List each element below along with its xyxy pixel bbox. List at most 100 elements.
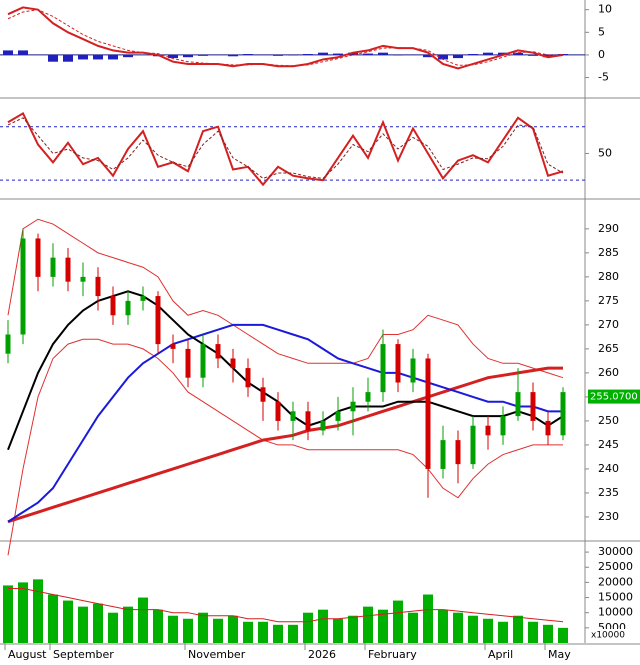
candle-body bbox=[410, 358, 416, 383]
candle-body bbox=[380, 344, 386, 393]
y-tick-label: 250 bbox=[598, 414, 619, 427]
volume-bar bbox=[273, 624, 283, 643]
volume-bar bbox=[93, 603, 103, 643]
candle-body bbox=[140, 296, 146, 301]
volume-bar bbox=[558, 627, 568, 643]
candle-body bbox=[65, 257, 71, 282]
candle-body bbox=[485, 425, 491, 436]
candle-body bbox=[530, 392, 536, 421]
volume-bar bbox=[63, 600, 73, 643]
y-tick-label: 15000 bbox=[598, 591, 633, 604]
histogram-bar bbox=[513, 52, 523, 55]
candle-body bbox=[230, 358, 236, 369]
indicator-line bbox=[7, 117, 564, 179]
volume-bar bbox=[408, 612, 418, 643]
indicator-line bbox=[7, 366, 563, 524]
indicator-line bbox=[7, 218, 564, 379]
histogram-bar bbox=[198, 54, 208, 56]
volume-bar bbox=[318, 609, 328, 643]
y-tick-label: 20000 bbox=[598, 575, 633, 588]
volume-bar bbox=[78, 606, 88, 643]
volume-bar bbox=[498, 621, 508, 643]
volume-bar bbox=[138, 597, 148, 643]
candle-body bbox=[395, 344, 401, 383]
candle-body bbox=[110, 296, 116, 316]
x-tick-label: 2026 bbox=[308, 648, 336, 661]
volume-bar bbox=[333, 618, 343, 643]
x-tick-label: September bbox=[53, 648, 114, 661]
histogram-bar bbox=[453, 54, 463, 59]
volume-bar bbox=[228, 615, 238, 643]
histogram-bar bbox=[63, 54, 73, 62]
candle-body bbox=[50, 257, 56, 277]
volume-bar bbox=[168, 615, 178, 643]
volume-bar bbox=[543, 624, 553, 643]
y-tick-label: 260 bbox=[598, 366, 619, 379]
candle-body bbox=[20, 238, 26, 335]
volume-bar bbox=[213, 618, 223, 643]
indicator-line bbox=[7, 338, 563, 556]
histogram-bar bbox=[528, 54, 538, 56]
histogram-bar bbox=[273, 54, 283, 56]
histogram-bar bbox=[243, 54, 253, 55]
candle-body bbox=[245, 368, 251, 388]
candle-body bbox=[320, 420, 326, 431]
volume-bar bbox=[513, 615, 523, 643]
histogram-bar bbox=[348, 52, 358, 55]
indicator-line bbox=[7, 111, 564, 187]
volume-bar bbox=[423, 594, 433, 643]
candle-body bbox=[440, 440, 446, 469]
x-tick-label: August bbox=[8, 648, 47, 661]
candle-body bbox=[170, 344, 176, 349]
histogram-bar bbox=[228, 54, 238, 57]
volume-bar bbox=[348, 615, 358, 643]
volume-bar bbox=[288, 624, 298, 643]
candle-body bbox=[500, 416, 506, 436]
histogram-bar bbox=[543, 54, 553, 58]
histogram-bar bbox=[318, 52, 328, 55]
volume-bar bbox=[123, 606, 133, 643]
y-tick-label: 25000 bbox=[598, 560, 633, 573]
x-tick-label: May bbox=[548, 648, 571, 661]
y-tick-label: 10 bbox=[598, 3, 612, 16]
candle-body bbox=[155, 296, 161, 345]
histogram-bar bbox=[363, 53, 373, 55]
candle-body bbox=[545, 420, 551, 436]
volume-bar bbox=[48, 594, 58, 643]
y-tick-label: 10000 bbox=[598, 606, 633, 619]
histogram-bar bbox=[18, 50, 28, 55]
y-tick-label: 240 bbox=[598, 462, 619, 475]
histogram-bar bbox=[93, 54, 103, 60]
volume-bar bbox=[33, 579, 43, 643]
candle-body bbox=[350, 401, 356, 412]
y-tick-label: -5 bbox=[598, 71, 609, 84]
histogram-bar bbox=[168, 54, 178, 59]
y-tick-label: 270 bbox=[598, 318, 619, 331]
histogram-bar bbox=[483, 52, 493, 55]
candle-body bbox=[425, 358, 431, 469]
candle-body bbox=[95, 276, 101, 297]
volume-bar bbox=[303, 612, 313, 643]
histogram-bar bbox=[378, 52, 388, 55]
volume-bar bbox=[468, 615, 478, 643]
last-price-box bbox=[588, 389, 640, 404]
y-tick-label: 280 bbox=[598, 270, 619, 283]
volume-bar bbox=[153, 609, 163, 643]
last-price-label: 255.0700 bbox=[590, 392, 638, 403]
y-tick-label: 245 bbox=[598, 438, 619, 451]
histogram-bar bbox=[558, 54, 568, 55]
candle-body bbox=[365, 392, 371, 402]
histogram-bar bbox=[333, 53, 343, 55]
x-tick-label: April bbox=[488, 648, 513, 661]
candle-body bbox=[260, 387, 266, 402]
y-tick-label: 50 bbox=[598, 146, 612, 159]
x-tick-label: February bbox=[368, 648, 417, 661]
candle-body bbox=[35, 238, 41, 277]
volume-bar bbox=[18, 582, 28, 643]
candle-body bbox=[455, 440, 461, 465]
histogram-bar bbox=[48, 54, 58, 62]
candle-body bbox=[290, 411, 296, 421]
volume-bar bbox=[258, 621, 268, 643]
